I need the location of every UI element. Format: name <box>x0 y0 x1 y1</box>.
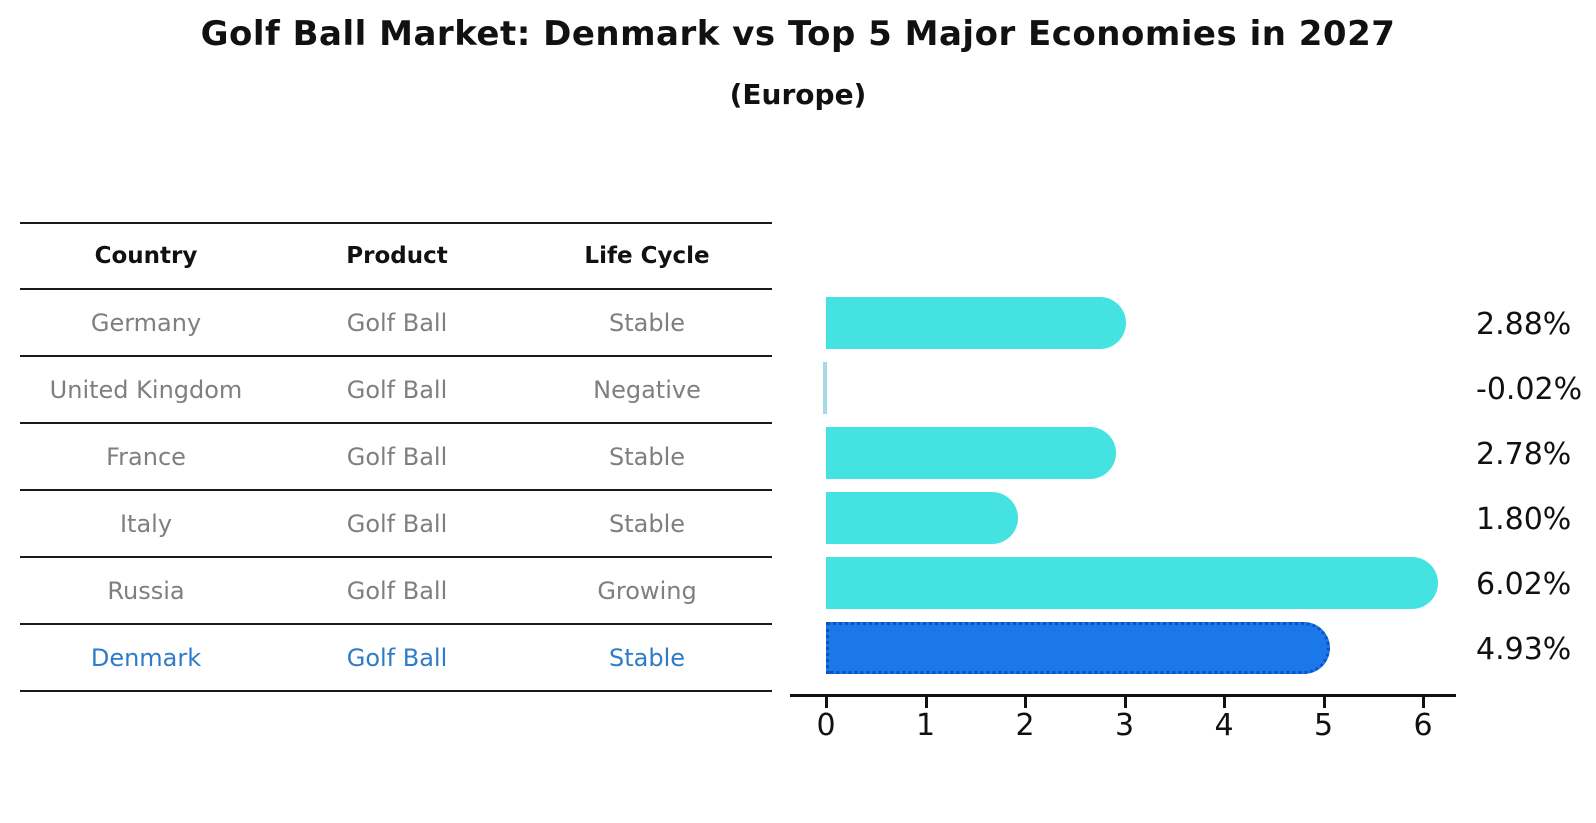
table-row-united-kingdom: United Kingdom Golf Ball Negative <box>20 357 772 424</box>
x-axis-line <box>790 694 1456 697</box>
cell-life-cycle-italy: Stable <box>608 509 686 538</box>
x-tick-mark-6 <box>1422 697 1425 708</box>
value-label-denmark: 4.93% <box>1476 631 1572 667</box>
cell-country-italy: Italy <box>119 509 173 538</box>
bar-united-kingdom-negative-sliver <box>823 361 827 414</box>
x-tick-mark-3 <box>1123 697 1127 708</box>
table-row-germany: Germany Golf Ball Stable <box>20 290 772 357</box>
cell-life-cycle-france: Stable <box>608 442 686 471</box>
cell-product-italy: Golf Ball <box>346 509 448 538</box>
figure-subtitle: (Europe) <box>729 78 867 111</box>
cell-country-germany: Germany <box>90 308 202 337</box>
value-label-germany: 2.88% <box>1476 306 1572 342</box>
x-tick-label-3: 3 <box>1114 708 1135 743</box>
cell-product-france: Golf Ball <box>346 442 448 471</box>
table-header-country: Country <box>94 243 198 269</box>
x-tick-label-6: 6 <box>1413 708 1433 743</box>
bar-italy <box>826 491 1018 544</box>
x-tick-label-4: 4 <box>1214 708 1234 743</box>
bar-denmark <box>826 621 1330 674</box>
cell-life-cycle-germany: Stable <box>608 308 686 337</box>
cell-country-united-kingdom: United Kingdom <box>49 375 243 404</box>
value-label-italy: 1.80% <box>1476 501 1572 537</box>
cell-country-france: France <box>106 442 186 471</box>
bar-germany <box>826 296 1126 349</box>
table-row-russia: Russia Golf Ball Growing <box>20 558 772 625</box>
x-tick-mark-1 <box>924 697 928 708</box>
table-row-france: France Golf Ball Stable <box>20 424 772 491</box>
cell-life-cycle-russia: Growing <box>597 576 697 605</box>
cell-country-denmark: Denmark <box>90 643 202 672</box>
table-row-italy: Italy Golf Ball Stable <box>20 491 772 558</box>
cell-life-cycle-denmark: Stable <box>608 643 686 672</box>
table-body: Germany Golf Ball Stable United Kingdom Golf… <box>20 290 772 692</box>
value-label-france: 2.78% <box>1476 436 1572 472</box>
x-tick-mark-0 <box>825 697 828 708</box>
x-tick-label-2: 2 <box>1015 708 1035 743</box>
figure-title: Golf Ball Market: Denmark vs Top 5 Major… <box>200 14 1396 54</box>
x-tick-mark-4 <box>1223 697 1226 708</box>
table-header-lifecycle: Life Cycle <box>584 243 710 269</box>
bar-france <box>826 426 1116 479</box>
x-tick-label-5: 5 <box>1313 708 1334 743</box>
value-label-russia: 6.02% <box>1476 566 1572 602</box>
summary-table: Country Product Life Cycle Germany Golf B… <box>20 222 772 692</box>
value-label-united-kingdom: -0.02% <box>1476 371 1583 407</box>
cell-product-united-kingdom: Golf Ball <box>346 375 448 404</box>
x-tick-label-0: 0 <box>816 708 836 743</box>
cell-product-russia: Golf Ball <box>346 576 448 605</box>
cell-product-denmark: Golf Ball <box>346 643 448 672</box>
table-header-row: Country Product Life Cycle <box>20 224 772 290</box>
bar-russia <box>826 556 1438 609</box>
cell-product-germany: Golf Ball <box>346 308 448 337</box>
cell-life-cycle-united-kingdom: Negative <box>593 375 701 404</box>
cell-country-russia: Russia <box>107 576 185 605</box>
x-tick-label-1: 1 <box>915 708 936 743</box>
table-header-product: Product <box>346 243 448 269</box>
table-row-denmark: Denmark Golf Ball Stable <box>20 625 772 692</box>
x-tick-mark-2 <box>1024 697 1027 708</box>
x-tick-mark-5 <box>1322 697 1326 708</box>
